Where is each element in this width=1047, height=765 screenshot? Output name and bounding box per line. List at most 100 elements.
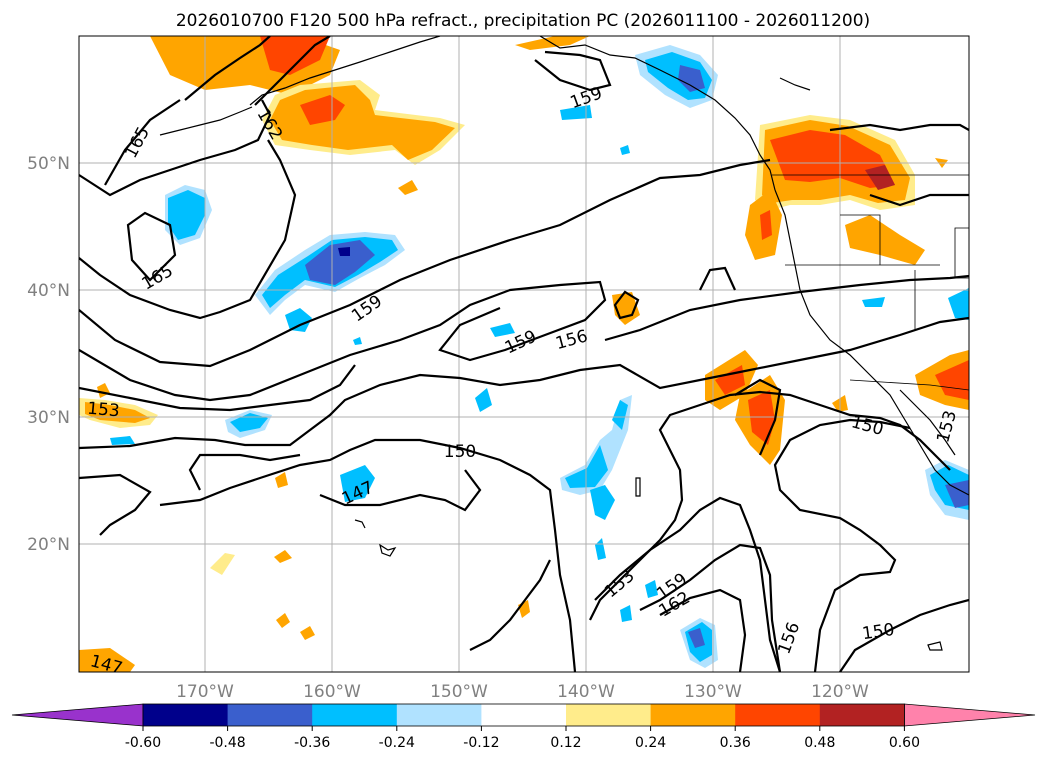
contour-line (839, 598, 969, 672)
precip-area (770, 130, 895, 188)
contour-line (594, 496, 782, 672)
island (927, 641, 943, 651)
lat-tick-label: 40°N (27, 281, 70, 301)
precip-area (285, 308, 312, 332)
colorbar-tick-label: -0.12 (463, 735, 499, 751)
precip-area (565, 445, 608, 488)
contour-line (79, 473, 152, 536)
contour-line (79, 316, 969, 450)
lon-tick-label: 130°W (684, 682, 742, 702)
precip-area (560, 105, 592, 120)
precip-area (620, 145, 630, 155)
precip-area (300, 626, 315, 640)
precip-area (475, 388, 492, 412)
contour-line (184, 36, 271, 101)
colorbar-tick-label: 0.12 (550, 735, 581, 751)
lon-tick-label: 140°W (557, 682, 615, 702)
contour-label: 153 (86, 399, 120, 422)
contour-line (79, 364, 356, 412)
baja-coast (899, 389, 956, 456)
contour-line (829, 123, 969, 132)
colorbar-segment (735, 704, 821, 726)
precip-area (276, 613, 290, 628)
colorbar-extend-low (11, 703, 144, 727)
colorbar-extend-high (904, 703, 1036, 727)
coastlines (159, 36, 969, 651)
precip-area (490, 323, 515, 337)
colorbar-segment (481, 704, 567, 726)
contour-line (159, 438, 577, 672)
precip-area (305, 240, 375, 285)
precip-area (230, 413, 268, 432)
precip-area (620, 605, 632, 622)
contour-line (604, 274, 969, 342)
us-mexico-border (849, 379, 969, 391)
contour-line (613, 290, 640, 320)
lat-tick-label: 30°N (27, 408, 70, 428)
contour-line (79, 158, 771, 368)
island (635, 477, 641, 497)
gridlines (79, 36, 969, 672)
hawaii-island (379, 543, 397, 557)
contour-line (659, 588, 747, 672)
colorbar: -0.60 -0.48 -0.36 -0.24 -0.12 0.12 0.24 0.36 0.4… (11, 703, 1036, 751)
precip-area (353, 337, 362, 345)
precip-area (274, 550, 292, 563)
lon-tick-labels: 170°W 160°W 150°W 140°W 130°W 120°W (176, 682, 869, 702)
contour-line (699, 266, 737, 291)
precip-area (560, 395, 632, 495)
precip-area (862, 297, 885, 307)
contour-line (104, 99, 181, 186)
precip-area (338, 247, 350, 256)
contour-line (469, 559, 551, 651)
contour-label: 147 (88, 651, 125, 679)
alaska-coast (249, 36, 441, 106)
state-border (840, 214, 881, 265)
colorbar-segment (143, 704, 229, 726)
contour-label: 150 (444, 442, 476, 462)
colorbar-tick-label: -0.60 (125, 735, 161, 751)
colorbar-tick-label: -0.24 (379, 735, 415, 751)
precip-area (945, 480, 969, 508)
contour-line (869, 193, 969, 207)
precip-area (678, 65, 705, 92)
precip-area (340, 465, 375, 502)
colorbar-tick-label: -0.48 (209, 735, 245, 751)
precip-area (79, 648, 135, 672)
contour-line (126, 211, 177, 282)
precip-area (845, 215, 925, 265)
colorbar-segment (650, 704, 736, 726)
lat-tick-labels: 50°N 40°N 30°N 20°N (27, 154, 70, 555)
precip-area (865, 165, 895, 190)
contour-line (773, 418, 911, 672)
lon-tick-label: 170°W (176, 682, 234, 702)
colorbar-tick-label: -0.36 (294, 735, 330, 751)
west-coast (774, 189, 969, 496)
colorbar-segment (819, 704, 905, 726)
contour-line (188, 453, 301, 491)
precip-area (612, 400, 628, 430)
aleutian-islands (159, 106, 253, 136)
precip-area (398, 180, 418, 195)
colorbar-segment (396, 704, 482, 726)
contour-line (734, 378, 782, 456)
precip-area (85, 402, 150, 423)
colorbar-tick-label: 0.24 (635, 735, 666, 751)
map-frame (78, 35, 970, 673)
chart-title: 2026010700 F120 500 hPa refract., precip… (176, 11, 870, 31)
precip-area (275, 472, 288, 488)
contour-line (534, 50, 612, 92)
contour-line (79, 139, 297, 320)
precip-area (300, 95, 345, 125)
hawaii-island (354, 519, 366, 529)
colorbar-segment (312, 704, 398, 726)
colorbar-segment (227, 704, 313, 726)
contour-line (79, 99, 272, 197)
lon-tick-label: 160°W (303, 682, 361, 702)
precip-area (948, 288, 969, 320)
precip-area (760, 210, 772, 240)
gulf-alaska-coast (539, 36, 776, 191)
coast-detail (779, 77, 811, 91)
precip-area (260, 36, 330, 75)
